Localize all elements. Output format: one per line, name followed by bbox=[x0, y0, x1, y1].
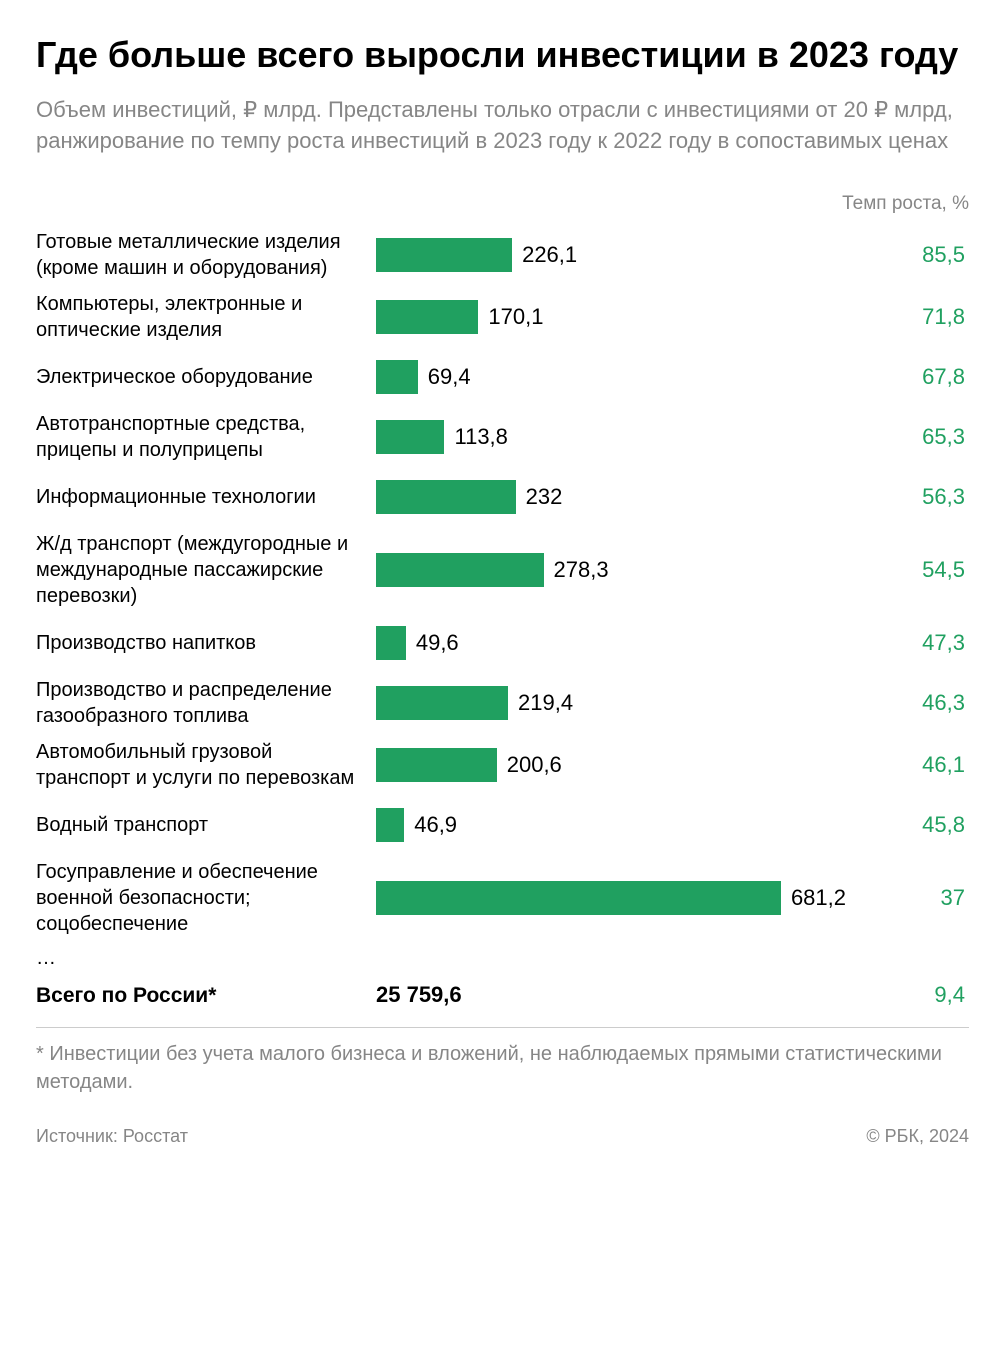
bar-value: 46,9 bbox=[414, 812, 457, 838]
bar bbox=[376, 238, 512, 272]
growth-value: 46,1 bbox=[846, 752, 969, 778]
row-label: Готовые металлические изделия (кроме маш… bbox=[36, 229, 376, 281]
chart-row: Госуправление и обеспечение военной безо… bbox=[36, 859, 969, 937]
row-label: Компьютеры, электронные и оптические изд… bbox=[36, 291, 376, 343]
chart-row: Информационные технологии 232 56,3 bbox=[36, 473, 969, 521]
chart-title: Где больше всего выросли инвестиции в 20… bbox=[36, 32, 969, 77]
growth-value: 56,3 bbox=[846, 484, 969, 510]
growth-value: 47,3 bbox=[846, 630, 969, 656]
growth-value: 46,3 bbox=[846, 690, 969, 716]
bar-area: 113,8 bbox=[376, 420, 846, 454]
bar-value: 278,3 bbox=[554, 557, 609, 583]
ellipsis: … bbox=[36, 947, 969, 970]
bar-value: 681,2 bbox=[791, 885, 846, 911]
bar-area: 232 bbox=[376, 480, 846, 514]
growth-value: 67,8 bbox=[846, 364, 969, 390]
bar bbox=[376, 686, 508, 720]
growth-value: 71,8 bbox=[846, 304, 969, 330]
bar bbox=[376, 420, 444, 454]
bar-chart: Готовые металлические изделия (кроме маш… bbox=[36, 229, 969, 937]
bar bbox=[376, 881, 781, 915]
bar-area: 219,4 bbox=[376, 686, 846, 720]
chart-row: Готовые металлические изделия (кроме маш… bbox=[36, 229, 969, 281]
row-label: Ж/д транспорт (междугородные и междунаро… bbox=[36, 531, 376, 609]
bar-area: 226,1 bbox=[376, 238, 846, 272]
growth-value: 65,3 bbox=[846, 424, 969, 450]
chart-row: Производство и распределение газообразно… bbox=[36, 677, 969, 729]
row-label: Производство напитков bbox=[36, 630, 376, 656]
row-label: Электрическое оборудование bbox=[36, 364, 376, 390]
bar-area: 200,6 bbox=[376, 748, 846, 782]
footnote: * Инвестиции без учета малого бизнеса и … bbox=[36, 1040, 969, 1096]
row-label: Автотранспортные средства, прицепы и пол… bbox=[36, 411, 376, 463]
chart-row: Водный транспорт 46,9 45,8 bbox=[36, 801, 969, 849]
bar bbox=[376, 360, 418, 394]
bar bbox=[376, 480, 516, 514]
bar-area: 69,4 bbox=[376, 360, 846, 394]
copyright: © РБК, 2024 bbox=[866, 1126, 969, 1147]
bar-area: 49,6 bbox=[376, 626, 846, 660]
bar-value: 200,6 bbox=[507, 752, 562, 778]
bar-area: 46,9 bbox=[376, 808, 846, 842]
chart-row: Производство напитков 49,6 47,3 bbox=[36, 619, 969, 667]
bar-value: 69,4 bbox=[428, 364, 471, 390]
chart-row: Ж/д транспорт (междугородные и междунаро… bbox=[36, 531, 969, 609]
growth-value: 37 bbox=[846, 885, 969, 911]
bar-area: 681,2 bbox=[376, 881, 846, 915]
growth-column-header: Темп роста, % bbox=[36, 193, 969, 215]
chart-row: Электрическое оборудование 69,4 67,8 bbox=[36, 353, 969, 401]
bar bbox=[376, 553, 544, 587]
totals-row: Всего по России* 25 759,6 9,4 bbox=[36, 982, 969, 1028]
chart-subtitle: Объем инвестиций, ₽ млрд. Представлены т… bbox=[36, 95, 969, 157]
bar-value: 232 bbox=[526, 484, 563, 510]
row-label: Информационные технологии bbox=[36, 484, 376, 510]
footer: Источник: Росстат © РБК, 2024 bbox=[36, 1126, 969, 1147]
row-label: Производство и распределение газообразно… bbox=[36, 677, 376, 729]
total-value: 25 759,6 bbox=[376, 982, 462, 1008]
chart-row: Компьютеры, электронные и оптические изд… bbox=[36, 291, 969, 343]
bar bbox=[376, 748, 497, 782]
bar-area: 170,1 bbox=[376, 300, 846, 334]
bar-value: 219,4 bbox=[518, 690, 573, 716]
growth-value: 54,5 bbox=[846, 557, 969, 583]
bar bbox=[376, 626, 406, 660]
bar-area: 278,3 bbox=[376, 553, 846, 587]
bar-value: 170,1 bbox=[488, 304, 543, 330]
chart-row: Автомобильный грузовой транспорт и услуг… bbox=[36, 739, 969, 791]
total-growth: 9,4 bbox=[846, 982, 969, 1008]
row-label: Водный транспорт bbox=[36, 812, 376, 838]
row-label: Госуправление и обеспечение военной безо… bbox=[36, 859, 376, 937]
total-label: Всего по России* bbox=[36, 982, 376, 1009]
bar-value: 49,6 bbox=[416, 630, 459, 656]
row-label: Автомобильный грузовой транспорт и услуг… bbox=[36, 739, 376, 791]
bar-value: 226,1 bbox=[522, 242, 577, 268]
growth-value: 85,5 bbox=[846, 242, 969, 268]
chart-row: Автотранспортные средства, прицепы и пол… bbox=[36, 411, 969, 463]
bar bbox=[376, 300, 478, 334]
source: Источник: Росстат bbox=[36, 1126, 188, 1147]
bar bbox=[376, 808, 404, 842]
bar-value: 113,8 bbox=[454, 424, 507, 450]
growth-value: 45,8 bbox=[846, 812, 969, 838]
